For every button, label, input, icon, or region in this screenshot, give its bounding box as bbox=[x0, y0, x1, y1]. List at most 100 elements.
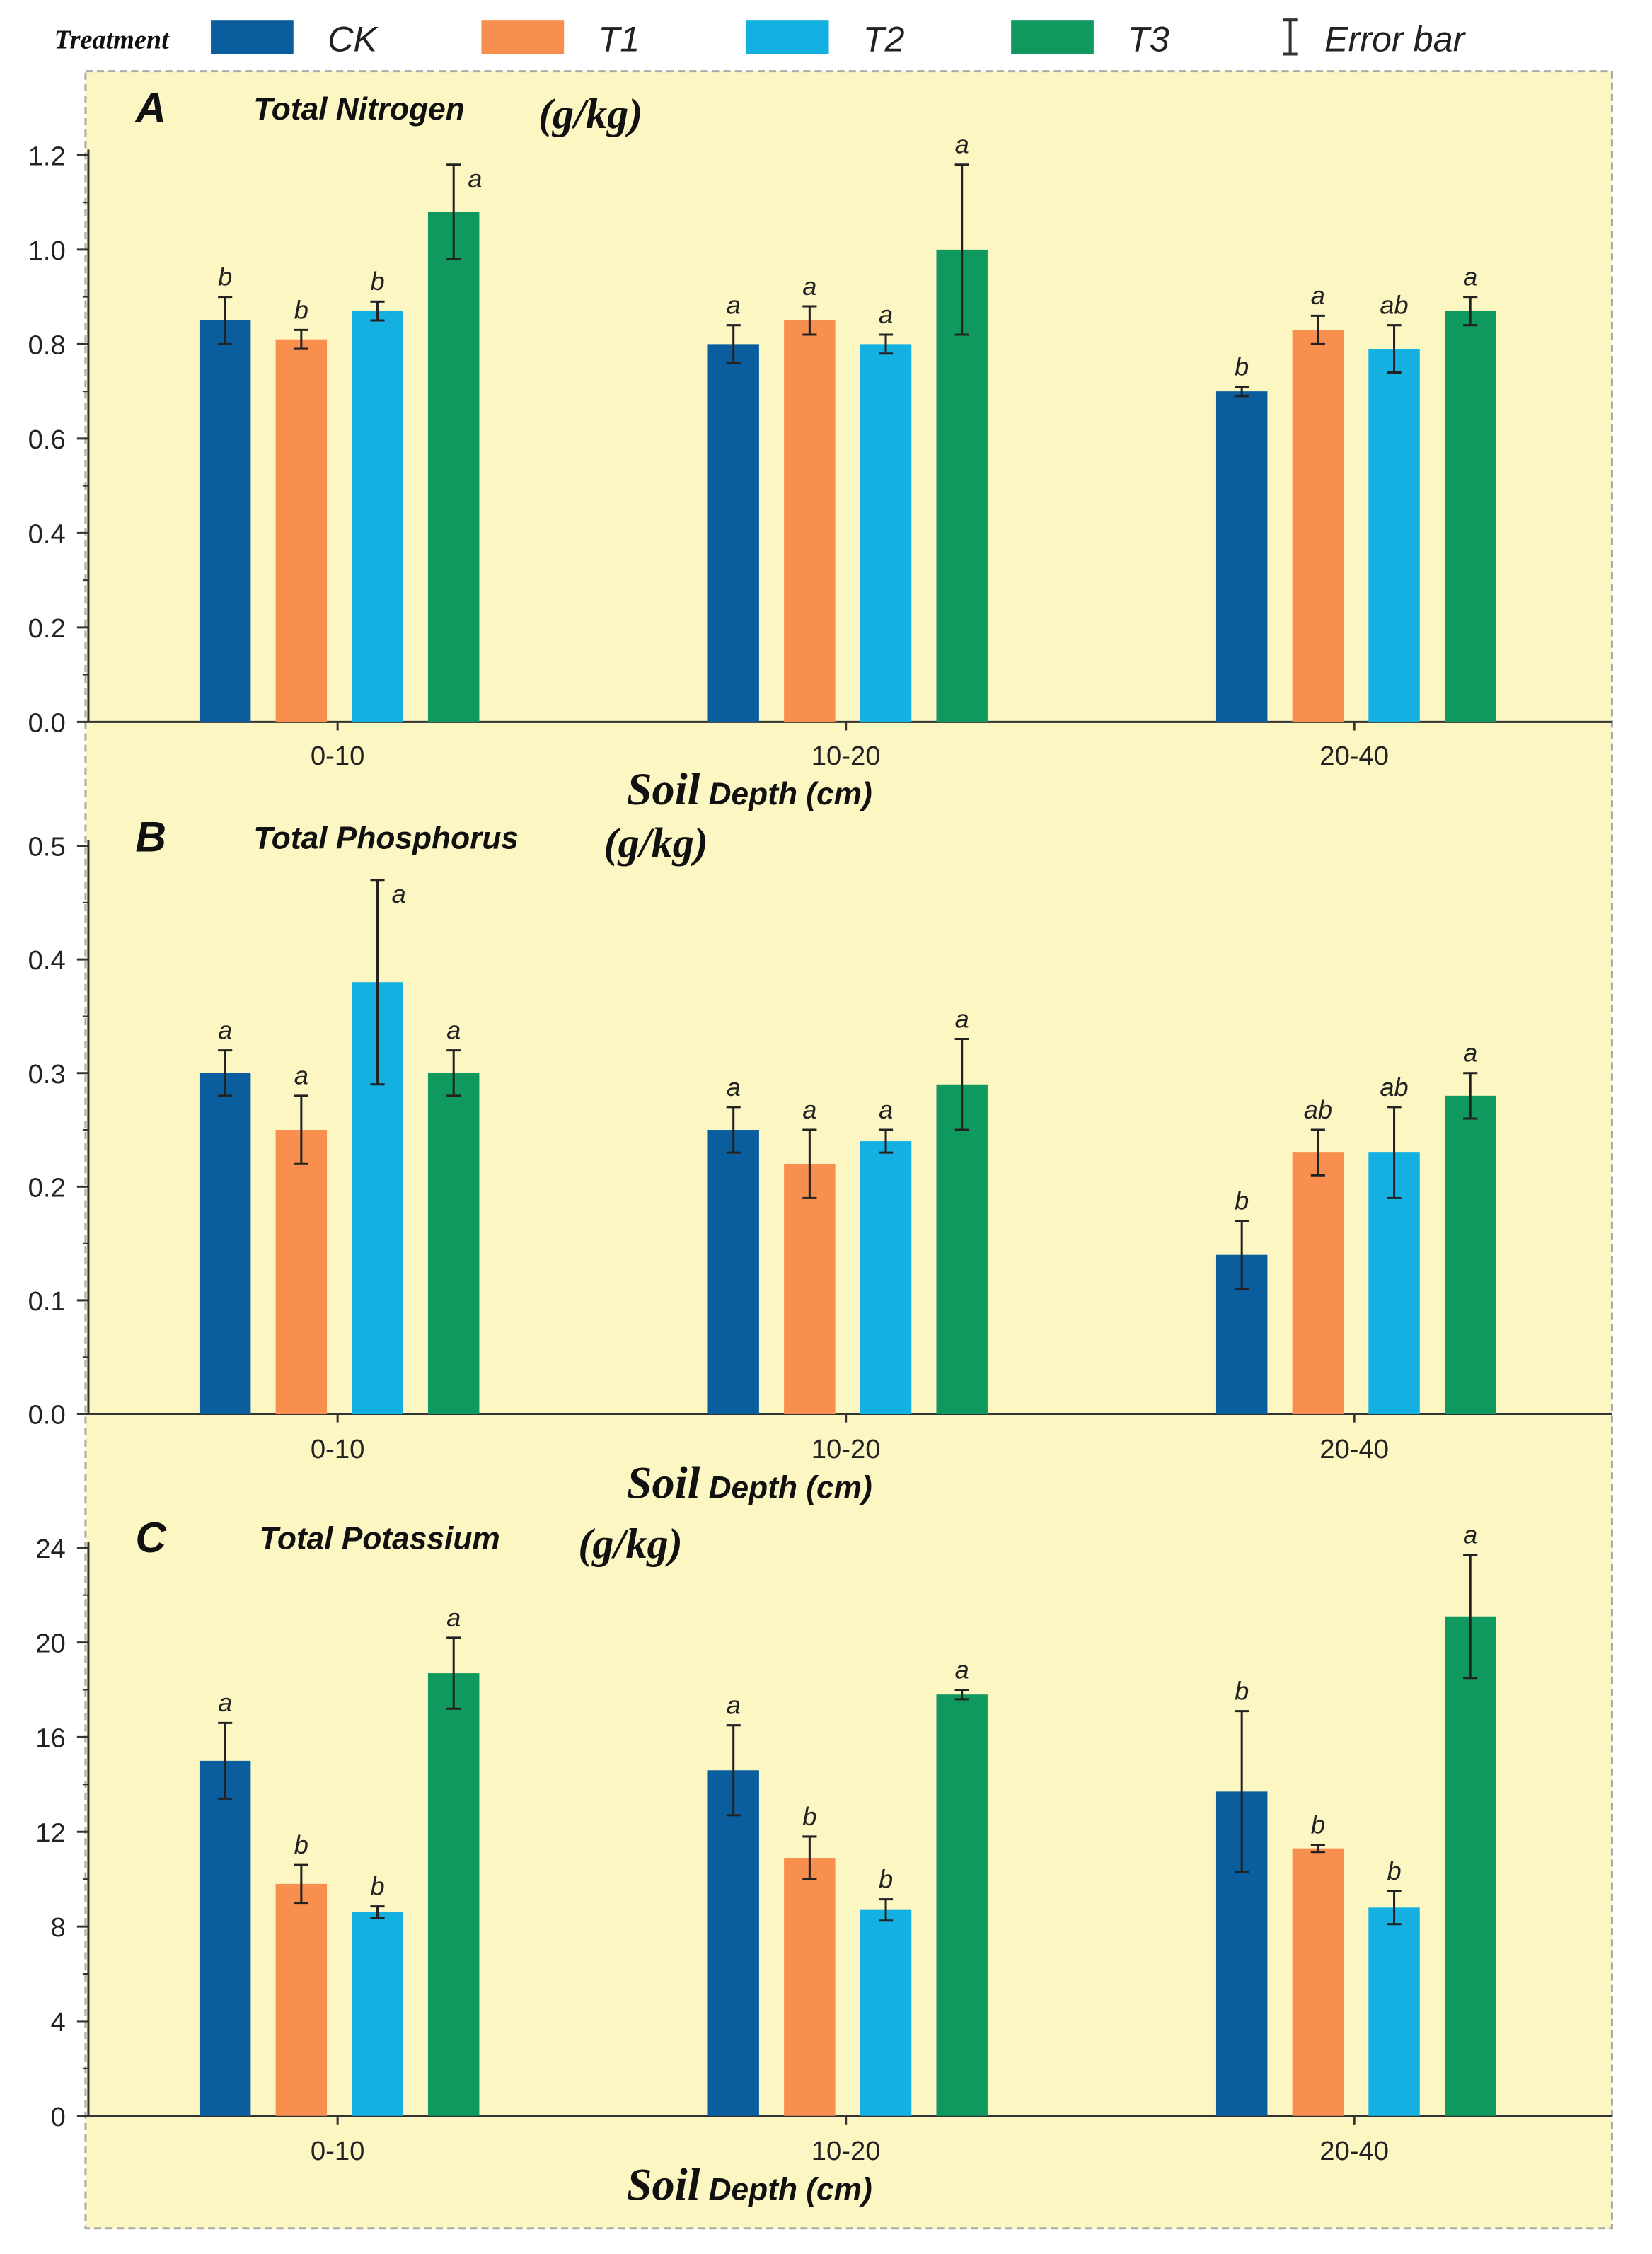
x-tick-label: 0-10 bbox=[311, 2136, 365, 2166]
error-bar bbox=[446, 1636, 461, 1710]
bar-t2-0-10 bbox=[352, 311, 403, 722]
error-bar bbox=[954, 163, 969, 336]
chart-title: Total Nitrogen bbox=[253, 92, 464, 127]
error-bar bbox=[218, 1721, 233, 1800]
panel-c: 0 4 8 12 16 20 24 0-10 10-20 20-40 C Total Potassiu… bbox=[35, 1513, 1612, 2210]
error-bar bbox=[878, 333, 894, 355]
significance-letter: b bbox=[218, 262, 232, 291]
x-tick-label: 20-40 bbox=[1319, 1434, 1389, 1464]
legend-label-t2: T2 bbox=[863, 18, 905, 59]
x-tick-label: 20-40 bbox=[1319, 2136, 1389, 2166]
bar-ck-0-10 bbox=[199, 1073, 251, 1414]
x-axis-title-rest: Depth (cm) bbox=[709, 1470, 872, 1505]
error-bar bbox=[726, 1724, 741, 1817]
error-bar bbox=[1310, 1844, 1325, 1854]
legend-label-ck: CK bbox=[328, 18, 379, 59]
plot-background bbox=[84, 70, 1613, 2230]
error-bar-legend-icon bbox=[1283, 18, 1298, 56]
legend-label-t1: T1 bbox=[598, 18, 640, 59]
error-bar bbox=[370, 879, 385, 1086]
error-bar bbox=[1387, 1890, 1402, 1926]
error-bar bbox=[370, 1905, 385, 1919]
panel-label: C bbox=[135, 1513, 167, 1561]
legend-label-t3: T3 bbox=[1128, 18, 1169, 59]
error-bar bbox=[802, 1835, 817, 1880]
significance-letter: b bbox=[294, 1830, 308, 1859]
significance-letter: a bbox=[392, 879, 406, 908]
error-bar bbox=[1387, 1106, 1402, 1199]
significance-letter: a bbox=[446, 1603, 461, 1632]
y-tick-label: 0.1 bbox=[28, 1286, 66, 1317]
bar-t1-10-20 bbox=[784, 1164, 836, 1414]
x-tick-label: 20-40 bbox=[1319, 741, 1389, 771]
significance-letter: b bbox=[1235, 1677, 1249, 1706]
legend-swatch-t2 bbox=[746, 20, 829, 54]
bar-t1-20-40 bbox=[1292, 1848, 1344, 2116]
error-bar bbox=[1235, 1220, 1249, 1290]
y-tick-label: 1.0 bbox=[28, 236, 66, 266]
bar-t3-20-40 bbox=[1444, 311, 1496, 722]
error-bar bbox=[294, 1094, 308, 1165]
bar-t1-0-10 bbox=[275, 339, 328, 722]
y-tick-label: 0.5 bbox=[28, 832, 66, 862]
significance-letter: b bbox=[1387, 1856, 1401, 1885]
significance-letter: ab bbox=[1380, 291, 1408, 320]
error-bar bbox=[954, 1038, 969, 1131]
significance-letter: b bbox=[370, 1872, 384, 1901]
significance-letter: ab bbox=[1380, 1073, 1408, 1102]
error-bar bbox=[294, 1863, 308, 1905]
x-tick-label: 10-20 bbox=[811, 1434, 881, 1464]
x-axis-title: Soil Depth (cm) bbox=[627, 764, 872, 814]
y-tick-label: 0.4 bbox=[28, 945, 66, 976]
significance-letter: a bbox=[727, 291, 741, 320]
y-tick-label: 0.2 bbox=[28, 613, 66, 644]
significance-letter: a bbox=[1463, 262, 1477, 291]
chart-title: Total Potassium bbox=[259, 1522, 499, 1556]
legend-swatch-t1 bbox=[481, 20, 565, 54]
error-bar bbox=[1463, 1554, 1478, 1680]
bar-ck-20-40 bbox=[1215, 391, 1268, 722]
bar-t1-20-40 bbox=[1292, 1152, 1344, 1414]
significance-letter: b bbox=[1311, 1810, 1325, 1839]
y-tick-label: 1.2 bbox=[28, 141, 66, 171]
error-bar bbox=[726, 324, 741, 364]
error-bar bbox=[218, 1049, 233, 1097]
x-axis-title-main: Soil bbox=[627, 2160, 700, 2210]
significance-letter: a bbox=[879, 1095, 893, 1124]
chart-title: Total Phosphorus bbox=[253, 821, 519, 856]
chart-unit: (g/kg) bbox=[604, 820, 709, 867]
error-bar bbox=[1235, 385, 1249, 398]
error-bar bbox=[446, 1049, 461, 1097]
significance-letter: a bbox=[468, 164, 482, 193]
bar-t3-0-10 bbox=[427, 1673, 480, 2116]
x-tick-label: 10-20 bbox=[811, 2136, 881, 2166]
significance-letter: a bbox=[1463, 1520, 1477, 1549]
y-tick-label: 0.6 bbox=[28, 424, 66, 455]
error-bar bbox=[446, 163, 461, 260]
error-bar bbox=[1235, 1710, 1249, 1873]
y-tick-label: 0.0 bbox=[28, 707, 66, 738]
error-bar bbox=[1310, 1128, 1325, 1177]
bar-t3-10-20 bbox=[936, 1084, 988, 1414]
panel-a: 0.0 0.2 0.4 0.6 0.8 1.0 1.2 0-10 10-20 20-40 A Tota… bbox=[28, 83, 1612, 814]
significance-letter: a bbox=[955, 1004, 969, 1033]
significance-letter: a bbox=[218, 1688, 232, 1717]
bar-t3-20-40 bbox=[1444, 1616, 1496, 2116]
y-tick-label: 0.4 bbox=[28, 519, 66, 549]
panel-label: A bbox=[134, 83, 166, 132]
chart-unit: (g/kg) bbox=[578, 1520, 683, 1568]
y-tick-label: 12 bbox=[35, 1817, 66, 1848]
x-tick-label: 0-10 bbox=[311, 1434, 365, 1464]
chart-unit: (g/kg) bbox=[538, 91, 643, 138]
bar-ck-10-20 bbox=[707, 1130, 759, 1414]
x-axis-title: Soil Depth (cm) bbox=[627, 2160, 872, 2210]
x-tick-label: 0-10 bbox=[311, 741, 365, 771]
significance-letter: a bbox=[802, 272, 816, 301]
error-bar bbox=[954, 1688, 969, 1701]
bar-t2-20-40 bbox=[1368, 349, 1420, 722]
y-tick-label: 8 bbox=[50, 1912, 65, 1943]
bar-t1-0-10 bbox=[275, 1130, 328, 1414]
y-tick-label: 0.3 bbox=[28, 1059, 66, 1090]
